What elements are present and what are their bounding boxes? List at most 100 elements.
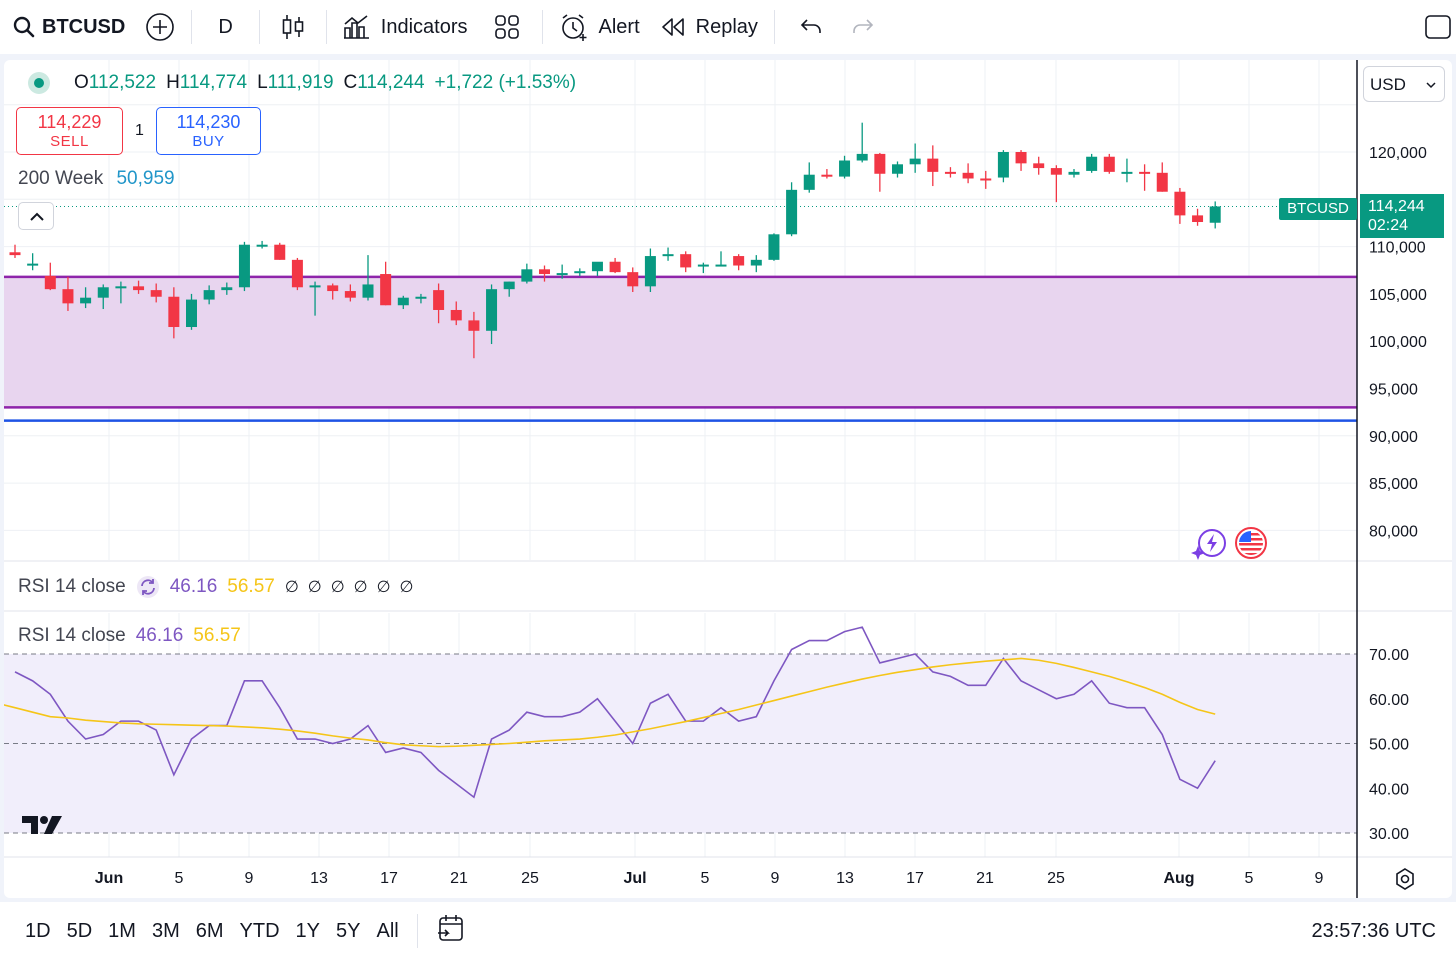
candle-body xyxy=(750,259,762,266)
chart-settings-button[interactable] xyxy=(1392,866,1418,892)
candle-body xyxy=(1121,171,1133,174)
rsi-pane-label: RSI 14 close xyxy=(18,625,126,646)
last-price-tag: 114,244 02:24 xyxy=(1360,194,1444,238)
interval-button[interactable]: D xyxy=(198,0,252,54)
candle-body xyxy=(786,189,798,235)
collapse-legend-button[interactable] xyxy=(18,202,54,230)
rsi-tick-label: 40.00 xyxy=(1369,781,1409,798)
date-tick-label: 13 xyxy=(310,870,328,887)
price-tick-label: 110,000 xyxy=(1369,240,1426,257)
range-1y[interactable]: 1Y xyxy=(295,919,321,942)
candle-body xyxy=(733,256,745,266)
candle-body xyxy=(450,309,462,321)
date-tick-label: 9 xyxy=(245,870,254,887)
sell-price: 114,229 xyxy=(37,112,102,132)
range-all[interactable]: All xyxy=(376,919,399,942)
candle-body xyxy=(133,286,145,291)
currency-select[interactable]: USD xyxy=(1363,66,1445,102)
date-tick-label: 25 xyxy=(1047,870,1065,887)
undo-button[interactable] xyxy=(781,0,841,54)
low-value: L111,919 xyxy=(257,72,334,93)
sync-icon[interactable] xyxy=(136,575,160,599)
divider xyxy=(258,10,260,44)
date-tick-label: 9 xyxy=(1315,870,1324,887)
rsi-tick-label: 60.00 xyxy=(1369,692,1409,709)
date-tick-label: 9 xyxy=(771,870,780,887)
date-tick-label: Jul xyxy=(623,870,646,887)
redo-button[interactable] xyxy=(841,0,885,54)
candle-body xyxy=(839,160,851,177)
candle-body xyxy=(1139,171,1151,174)
candle-body xyxy=(9,252,21,256)
price-tick-label: 90,000 xyxy=(1369,429,1418,446)
top-toolbar: BTCUSD D Indicators Alert Replay xyxy=(0,0,1456,54)
sparkle-lightning-icon[interactable] xyxy=(1190,526,1230,560)
range-3m[interactable]: 3M xyxy=(151,919,180,942)
candle-body xyxy=(1033,163,1045,169)
candle-body xyxy=(186,299,197,328)
candle-body xyxy=(362,284,374,298)
divider xyxy=(541,10,543,44)
candle-body xyxy=(715,264,727,267)
rsi-pane-value: 46.16 xyxy=(135,625,184,646)
alert-button[interactable]: Alert xyxy=(549,0,650,54)
candle-body xyxy=(856,153,868,161)
candle-body xyxy=(574,271,586,274)
candle-body xyxy=(821,174,833,177)
candle-body xyxy=(168,296,180,328)
chart-type-button[interactable] xyxy=(266,0,320,54)
candle-body xyxy=(1086,156,1098,171)
date-tick-label: 5 xyxy=(701,870,710,887)
candle-body xyxy=(1068,171,1080,175)
undo-icon xyxy=(800,19,821,33)
candle-body xyxy=(44,275,56,290)
candle-body xyxy=(944,171,956,174)
candle-body xyxy=(327,285,339,292)
range-1d[interactable]: 1D xyxy=(25,919,51,942)
range-5d[interactable]: 5D xyxy=(66,919,93,942)
buy-price: 114,230 xyxy=(176,112,241,132)
last-price: 114,244 xyxy=(1368,198,1425,215)
currency-label: USD xyxy=(1370,75,1406,94)
us-flag-icon[interactable] xyxy=(1234,526,1268,560)
divider xyxy=(191,10,193,44)
ma-legend: 200 Week 50,959 xyxy=(18,168,175,190)
indicators-icon xyxy=(343,15,369,39)
high-value: H114,774 xyxy=(166,72,248,93)
range-6m[interactable]: 6M xyxy=(195,919,224,942)
layout-grid-icon xyxy=(494,15,519,39)
buy-button[interactable]: 114,230 BUY xyxy=(156,107,261,155)
candle-body xyxy=(150,290,162,297)
candle-body xyxy=(97,287,109,298)
candle-body xyxy=(539,269,550,275)
divider xyxy=(325,10,327,44)
candle-body xyxy=(927,158,939,172)
candle-body xyxy=(697,264,709,267)
add-circle-icon xyxy=(146,13,175,41)
indicators-button[interactable]: Indicators xyxy=(333,0,478,54)
candle-body xyxy=(27,263,39,266)
candle-body xyxy=(609,261,621,273)
candle-body xyxy=(344,291,356,298)
candle-body xyxy=(238,244,250,288)
replay-button[interactable]: Replay xyxy=(650,0,768,54)
indicators-label: Indicators xyxy=(380,15,468,38)
symbol-search[interactable]: BTCUSD xyxy=(0,0,135,54)
price-tick-label: 100,000 xyxy=(1369,334,1427,351)
buy-label: BUY xyxy=(192,133,225,150)
utc-clock[interactable]: 23:57:36 UTC xyxy=(1311,919,1436,942)
compare-button[interactable] xyxy=(135,0,185,54)
candle-body xyxy=(662,254,674,257)
templates-button[interactable] xyxy=(478,0,536,54)
rewind-icon xyxy=(661,18,684,36)
quantity-value[interactable]: 1 xyxy=(135,122,144,139)
range-5y[interactable]: 5Y xyxy=(336,919,361,942)
candle-body xyxy=(291,259,303,288)
range-1m[interactable]: 1M xyxy=(108,919,136,942)
range-ytd[interactable]: YTD xyxy=(239,919,280,942)
fullscreen-button[interactable] xyxy=(1420,0,1456,54)
date-range-button[interactable] xyxy=(428,914,474,948)
sell-button[interactable]: 114,229 SELL xyxy=(16,107,123,155)
